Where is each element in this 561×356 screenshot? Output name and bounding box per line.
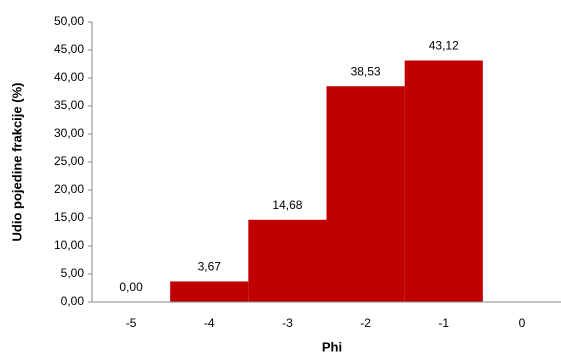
x-tick-label: 0: [519, 316, 526, 330]
y-tick-label: 15,00: [54, 210, 84, 224]
x-tick-label: -3: [282, 316, 293, 330]
x-tick-label: -5: [126, 316, 137, 330]
y-axis-title: Udio pojedine frakcije (%): [9, 83, 24, 242]
y-tick-label: 30,00: [54, 126, 84, 140]
value-label: 38,53: [351, 64, 381, 78]
y-tick-label: 5,00: [61, 266, 85, 280]
y-tick-label: 10,00: [54, 238, 84, 252]
value-label: 3,67: [198, 260, 222, 274]
value-label: 0,00: [119, 280, 143, 294]
y-tick-label: 25,00: [54, 154, 84, 168]
bar: [248, 219, 327, 302]
x-tick-label: -2: [360, 316, 371, 330]
value-label: 14,68: [272, 198, 302, 212]
y-tick-label: 20,00: [54, 182, 84, 196]
bar: [404, 60, 483, 302]
y-tick-label: 0,00: [61, 294, 85, 308]
y-tick-label: 35,00: [54, 98, 84, 112]
y-tick-label: 45,00: [54, 42, 84, 56]
bar: [326, 86, 405, 303]
value-label: 43,12: [429, 39, 459, 53]
bar: [170, 281, 249, 302]
x-axis-title: Phi: [322, 339, 342, 354]
x-tick-label: -1: [438, 316, 449, 330]
x-tick-label: -4: [204, 316, 215, 330]
y-tick-label: 40,00: [54, 70, 84, 84]
y-tick-label: 50,00: [54, 14, 84, 28]
